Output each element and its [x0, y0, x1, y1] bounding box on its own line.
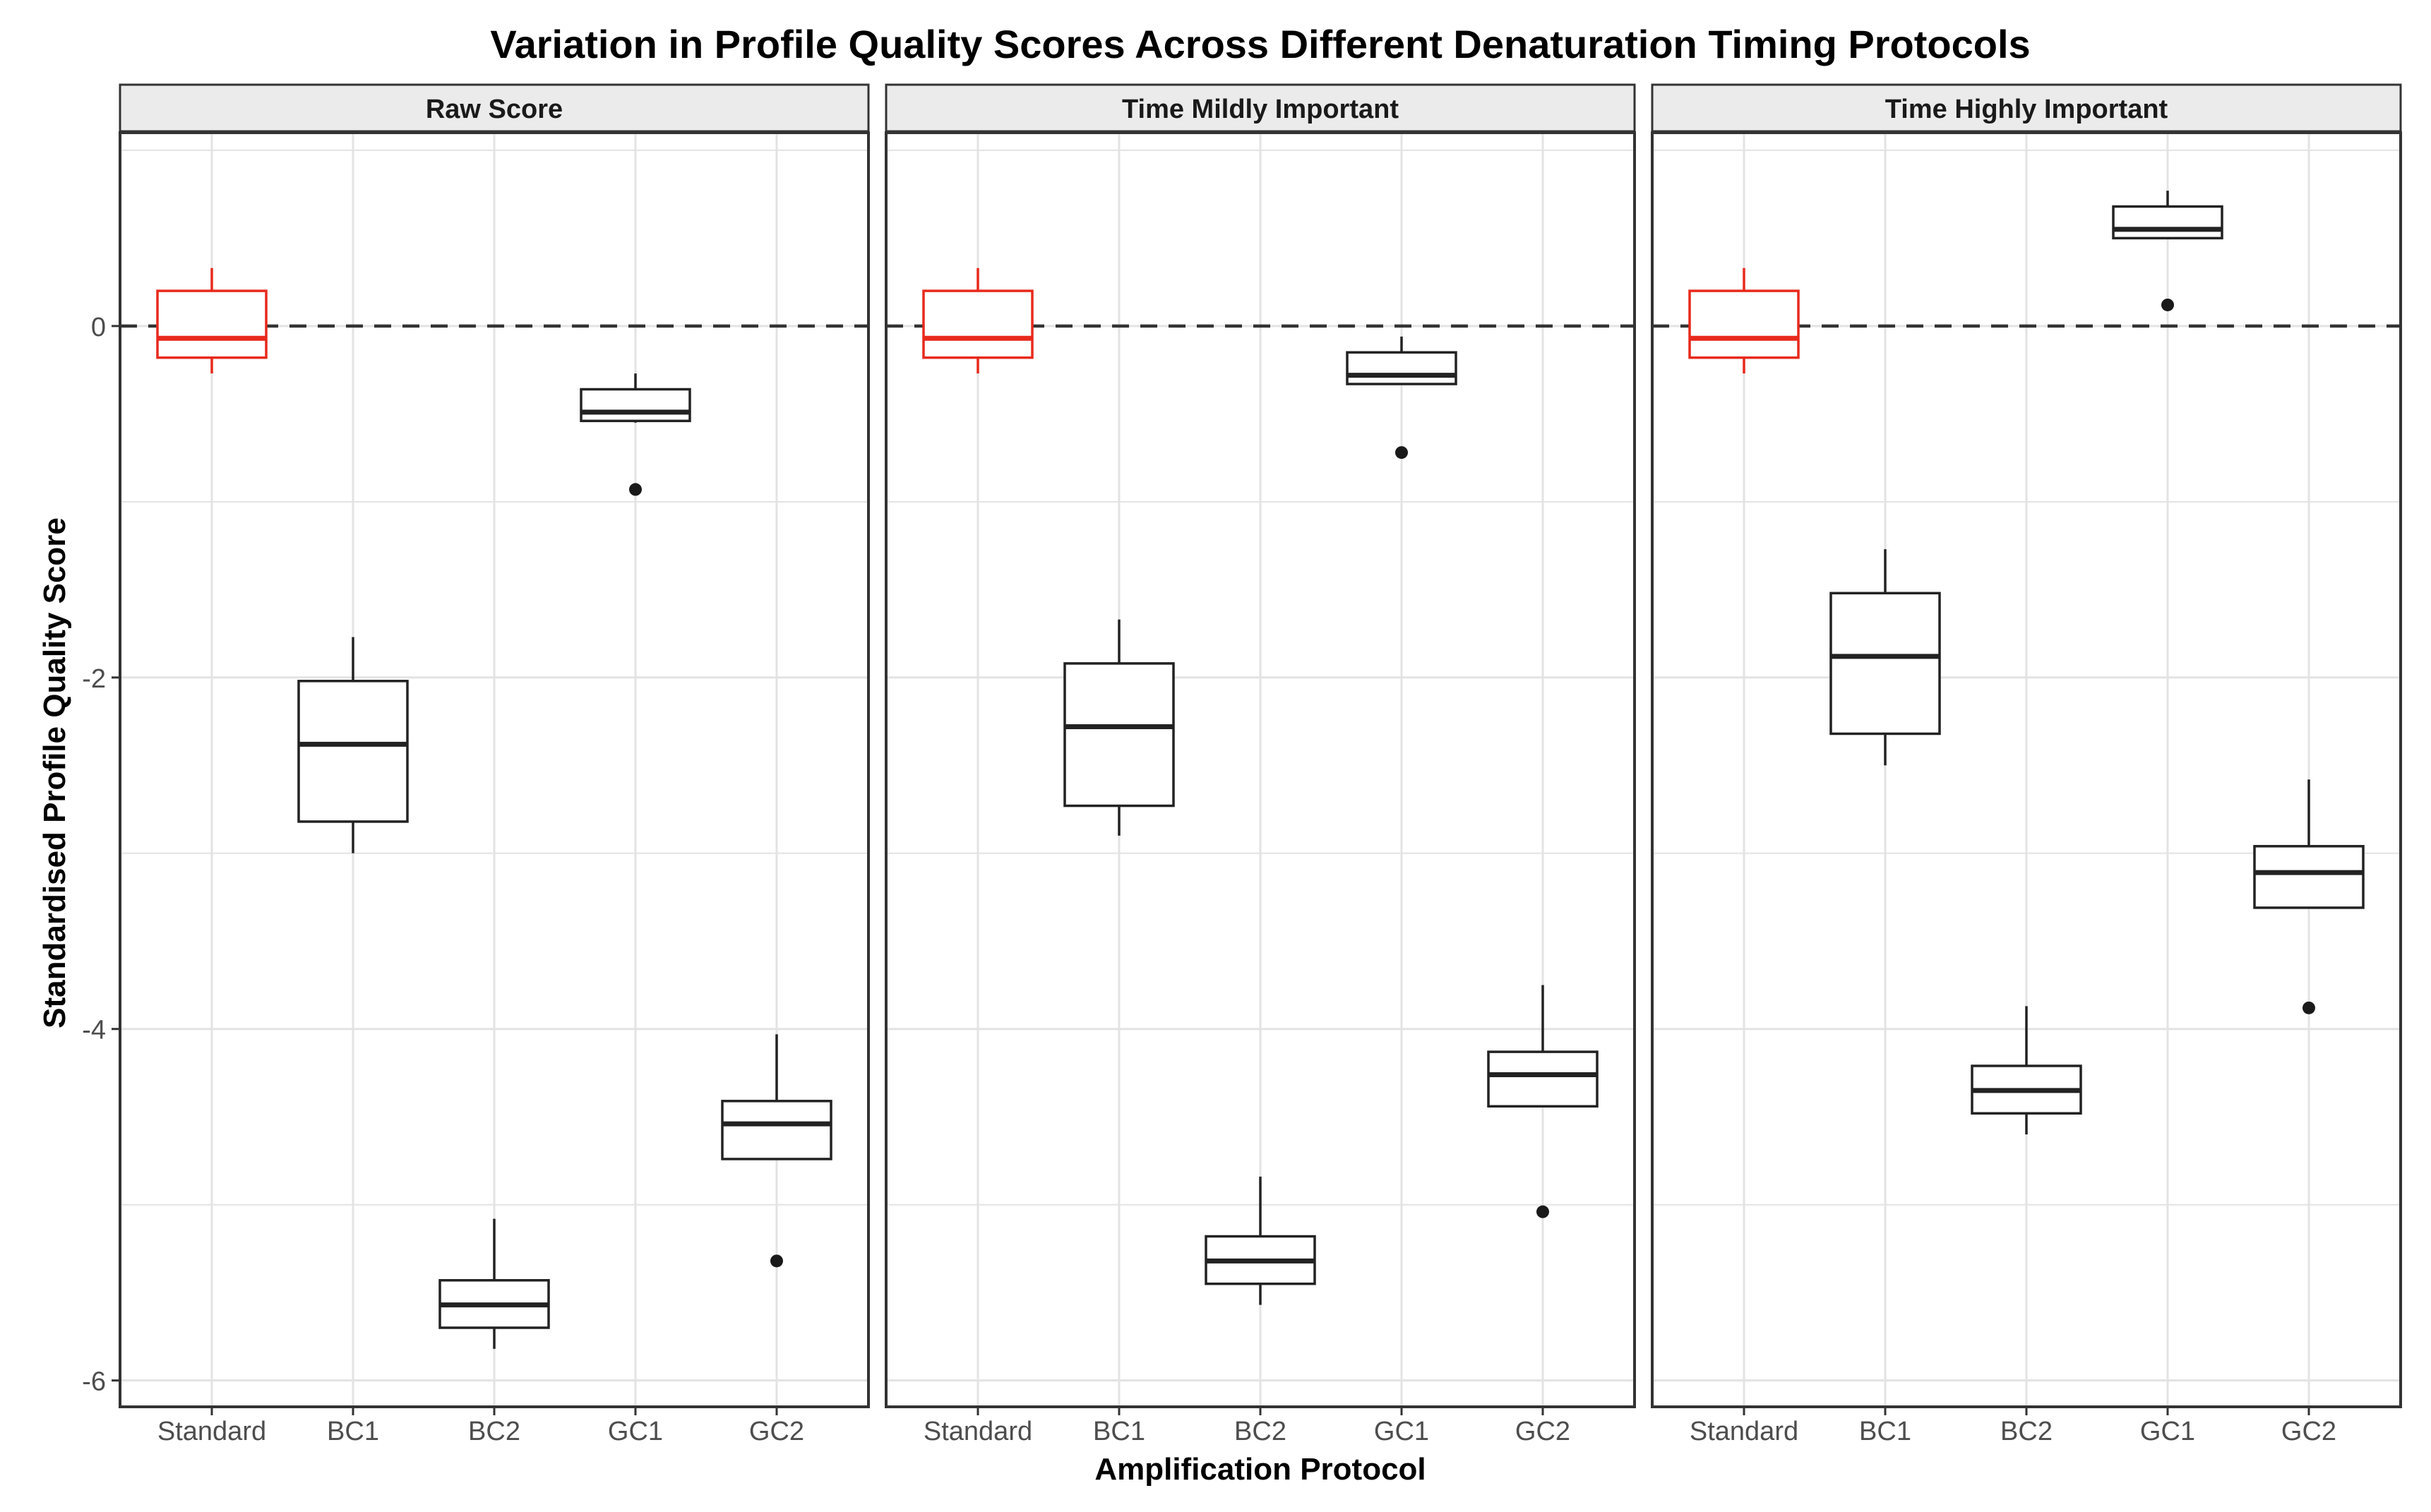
x-tick-label: Standard	[924, 1417, 1032, 1446]
panel-2: Time Mildly Important Standard BC1 BC2 GC1 GC…	[885, 83, 1636, 1446]
x-axis-title: Amplification Protocol	[1094, 1452, 1426, 1487]
box-bc2	[1205, 1176, 1316, 1305]
box-gc1	[1346, 336, 1457, 460]
box-iqr	[1063, 662, 1175, 808]
x-tick-label: GC1	[608, 1417, 663, 1446]
panel-strip	[885, 83, 1636, 133]
y-tick-label: -6	[82, 1367, 106, 1397]
x-tick-label: GC2	[1515, 1417, 1570, 1446]
outlier-point	[770, 1254, 783, 1268]
x-tick-label: Standard	[1690, 1417, 1798, 1446]
box-gc2	[2253, 779, 2365, 1014]
y-axis: 0 -2 -4 -6	[82, 313, 120, 1397]
panel-1: Raw Score Standard BC1 BC2 GC1 GC2	[119, 83, 870, 1446]
x-tick-label: GC1	[1374, 1417, 1429, 1446]
box-gc1	[580, 373, 691, 496]
x-tick-label: Standard	[157, 1417, 266, 1446]
outlier-point	[1536, 1205, 1549, 1218]
x-tick-label: BC1	[327, 1417, 379, 1446]
panel-3: Time Highly Important Standard BC1 BC2 GC1 GC…	[1651, 83, 2402, 1446]
y-axis-title: Standardised Profile Quality Score	[37, 517, 72, 1028]
box-standard	[156, 268, 268, 374]
box-standard	[922, 268, 1034, 374]
x-tick-label: GC1	[2140, 1417, 2195, 1446]
box-bc1	[1063, 619, 1175, 836]
box-gc2	[1487, 985, 1599, 1218]
box-gc1	[2112, 191, 2223, 311]
panel-strip-label: Raw Score	[426, 95, 563, 124]
box-iqr	[580, 388, 691, 423]
y-tick-label: -4	[82, 1016, 106, 1045]
x-tick-label: BC1	[1093, 1417, 1145, 1446]
outlier-point	[1395, 446, 1408, 460]
panel-strip-label: Time Mildly Important	[1122, 95, 1399, 124]
x-tick-label: BC2	[468, 1417, 520, 1446]
box-iqr	[1487, 1050, 1599, 1108]
box-iqr	[1688, 289, 1800, 359]
panel-strip-label: Time Highly Important	[1885, 95, 2168, 124]
box-iqr	[1346, 351, 1457, 385]
box-iqr	[721, 1100, 832, 1160]
box-iqr	[156, 289, 268, 359]
box-standard	[1688, 268, 1800, 374]
box-iqr	[2253, 845, 2365, 909]
x-tick-label: GC2	[2281, 1417, 2336, 1446]
box-iqr	[297, 680, 409, 823]
box-iqr	[922, 289, 1034, 359]
box-iqr	[2112, 205, 2223, 240]
y-tick-label: -2	[82, 664, 106, 694]
box-bc2	[1971, 1006, 2082, 1135]
y-tick-label: 0	[91, 313, 106, 342]
panel-strip	[119, 83, 870, 133]
outlier-point	[2302, 1001, 2315, 1014]
box-bc2	[438, 1218, 550, 1349]
box-iqr	[1829, 592, 1941, 736]
box-bc1	[297, 637, 409, 853]
x-tick-label: BC1	[1859, 1417, 1911, 1446]
x-tick-label: BC2	[1234, 1417, 1286, 1446]
box-bc1	[1829, 549, 1941, 766]
box-gc2	[721, 1034, 832, 1268]
chart-title: Variation in Profile Quality Scores Acro…	[490, 22, 2030, 66]
outlier-point	[2161, 298, 2174, 311]
outlier-point	[629, 483, 642, 496]
x-tick-label: BC2	[2000, 1417, 2053, 1446]
x-tick-label: GC2	[749, 1417, 804, 1446]
